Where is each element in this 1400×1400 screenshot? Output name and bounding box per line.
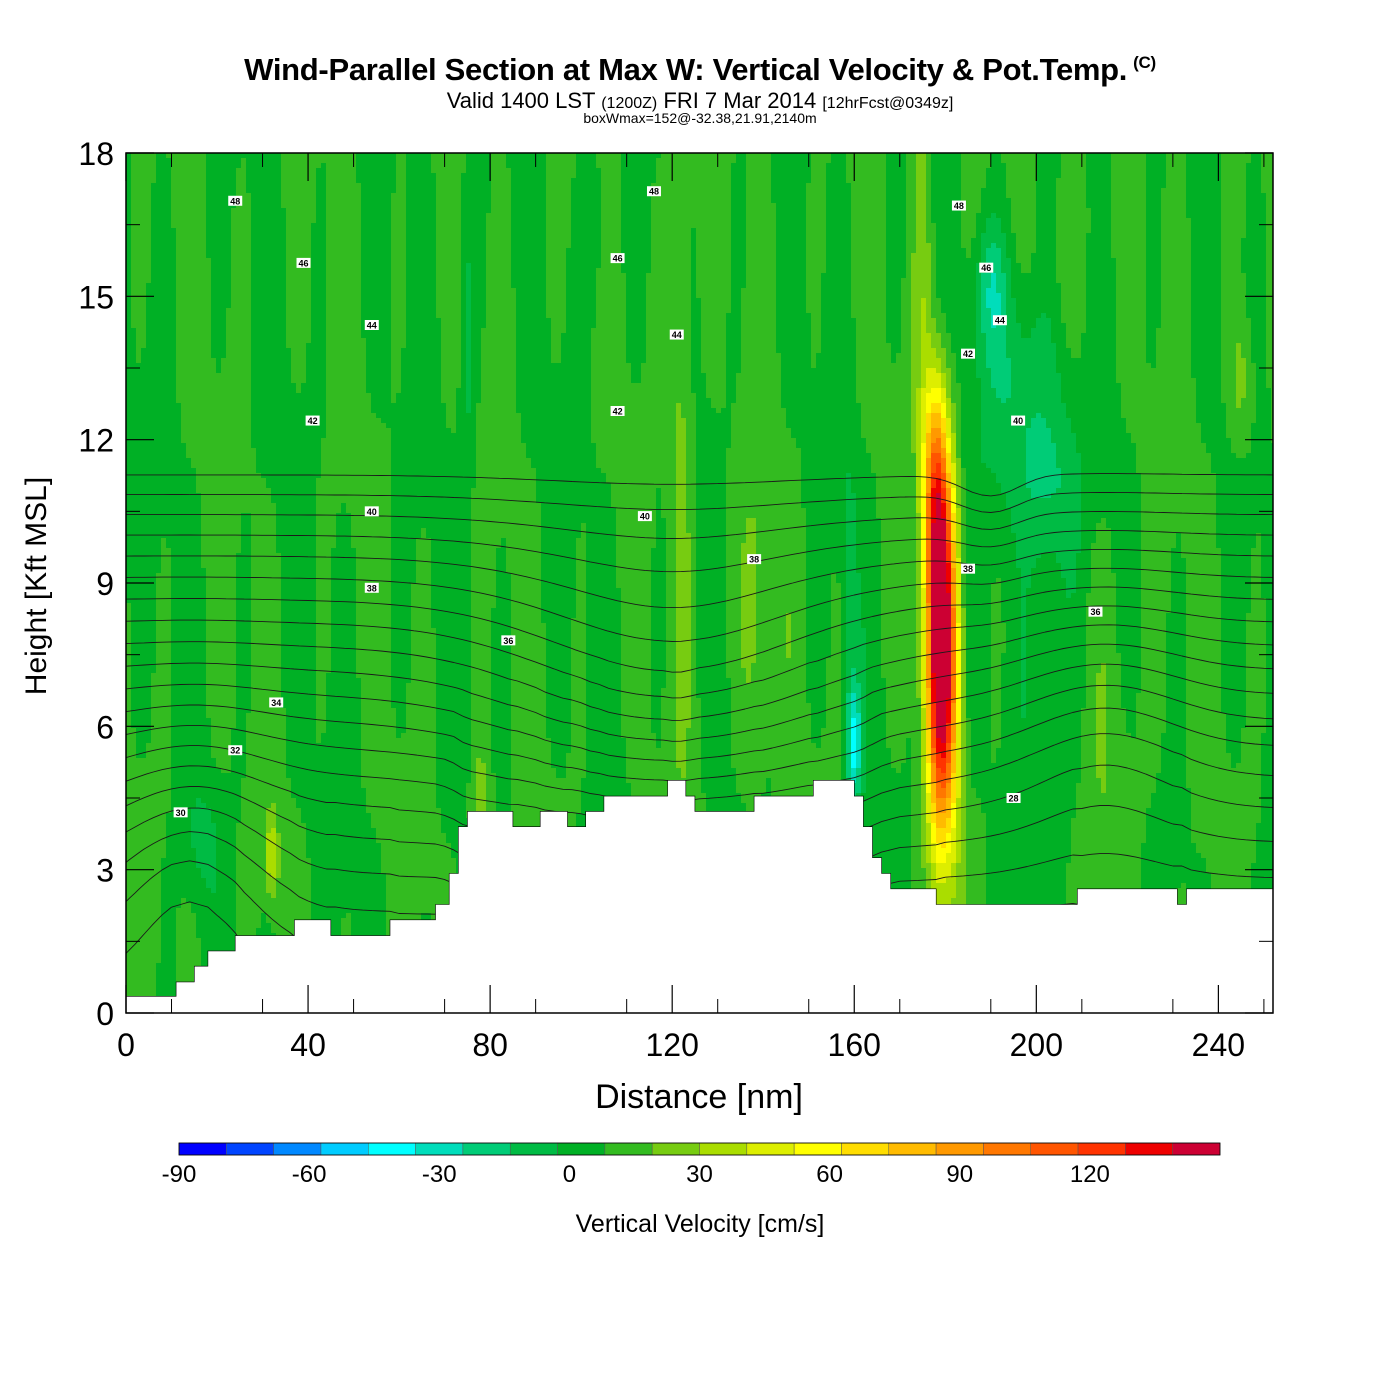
colorbar-swatch xyxy=(274,1143,321,1155)
contour-label: 44 xyxy=(993,315,1007,326)
y-tick-label: 9 xyxy=(96,566,114,602)
colorbar-swatch xyxy=(1078,1143,1125,1155)
colorbar-swatch xyxy=(983,1143,1030,1155)
contour-label: 32 xyxy=(228,745,242,756)
contour-label-text: 28 xyxy=(1009,794,1019,804)
contour-label-text: 36 xyxy=(1090,607,1100,617)
contour-label: 40 xyxy=(365,506,379,516)
colorbar-swatch xyxy=(700,1143,747,1155)
colorbar-swatch xyxy=(605,1143,652,1155)
contour-label-text: 40 xyxy=(640,512,650,522)
colorbar-tick-label: 120 xyxy=(1070,1161,1110,1188)
contour-label-text: 38 xyxy=(963,564,973,574)
contour-label: 44 xyxy=(670,330,684,341)
colorbar-swatch xyxy=(889,1143,936,1155)
colorbar-swatch xyxy=(368,1143,415,1155)
colorbar-swatch xyxy=(179,1143,226,1155)
contour-label-text: 30 xyxy=(176,808,186,818)
colorbar-swatch xyxy=(416,1143,463,1155)
x-tick-label: 80 xyxy=(472,1027,508,1063)
y-tick-label: 12 xyxy=(78,423,114,459)
contour-label: 42 xyxy=(611,406,625,417)
contour-label: 42 xyxy=(306,416,320,427)
y-tick-label: 18 xyxy=(78,136,114,172)
contour-label-text: 36 xyxy=(503,636,513,646)
cross-section-chart: 30323436383838362840 404042424244444446 46… xyxy=(0,0,1400,1400)
contour-label-text: 42 xyxy=(308,416,318,426)
contour-label-text: 40 xyxy=(367,507,377,517)
contour-label-text: 44 xyxy=(995,316,1005,326)
colorbar-swatch xyxy=(510,1143,557,1155)
colorbar-swatch xyxy=(652,1143,699,1155)
contour-label: 40 xyxy=(1011,416,1025,427)
contour-label: 46 xyxy=(297,258,311,269)
colorbar-tick-label: -60 xyxy=(292,1161,327,1188)
contour-label: 36 xyxy=(1088,607,1102,618)
contour-label-text: 42 xyxy=(963,349,973,359)
contour-label: 36 xyxy=(501,635,515,646)
x-tick-label: 200 xyxy=(1010,1027,1063,1063)
contour-label: 34 xyxy=(269,697,283,708)
x-axis-label: Distance [nm] xyxy=(595,1078,803,1116)
colorbar-swatch xyxy=(558,1143,605,1155)
contour-label-text: 46 xyxy=(299,258,309,268)
colorbar-label: Vertical Velocity [cm/s] xyxy=(576,1210,825,1238)
x-tick-label: 0 xyxy=(117,1027,135,1063)
x-tick-label: 40 xyxy=(290,1027,326,1063)
y-axis-label: Height [Kft MSL] xyxy=(20,477,53,695)
colorbar-swatch xyxy=(1031,1143,1078,1155)
contour-label: 38 xyxy=(747,554,761,565)
contour-label-text: 32 xyxy=(230,746,240,756)
contour-label-text: 38 xyxy=(749,555,759,565)
colorbar: -90 -60 -30 0 30 60 90 120 xyxy=(162,1143,1220,1188)
colorbar-swatch xyxy=(321,1143,368,1155)
colorbar-swatch xyxy=(1125,1143,1172,1155)
contour-label-text: 48 xyxy=(230,196,240,206)
colorbar-tick-label: 60 xyxy=(816,1161,843,1188)
contour-label: 28 xyxy=(1007,793,1021,804)
contour-label-text: 44 xyxy=(367,321,377,331)
colorbar-swatch xyxy=(226,1143,273,1155)
contour-label: 38 xyxy=(961,564,975,575)
colorbar-swatch xyxy=(747,1143,794,1155)
colorbar-tick-label: 0 xyxy=(563,1161,576,1188)
contour-label: 46 xyxy=(611,253,625,264)
contour-label: 48 xyxy=(647,186,661,197)
colorbar-swatch xyxy=(1173,1143,1220,1155)
x-tick-label: 240 xyxy=(1192,1027,1245,1063)
contour-label-text: 42 xyxy=(613,407,623,417)
colorbar-swatch xyxy=(936,1143,983,1155)
contour-label-text: 38 xyxy=(367,583,377,593)
contour-label: 48 xyxy=(228,196,242,207)
contour-label: 30 xyxy=(174,807,188,818)
colorbar-tick-label: 90 xyxy=(946,1161,973,1188)
colorbar-tick-label: -90 xyxy=(162,1161,197,1188)
contour-label: 42 xyxy=(961,349,975,360)
contour-label-text: 46 xyxy=(981,263,991,273)
y-tick-label: 6 xyxy=(96,709,114,745)
colorbar-tick-label: 30 xyxy=(686,1161,713,1188)
colorbar-tick-label: -30 xyxy=(422,1161,457,1188)
contour-label-text: 48 xyxy=(954,201,964,211)
contour-label: 44 xyxy=(365,320,379,331)
contour-label: 38 xyxy=(365,583,379,594)
colorbar-swatch xyxy=(841,1143,888,1155)
contour-label-text: 48 xyxy=(649,187,659,197)
y-tick-label: 15 xyxy=(78,279,114,315)
contour-label: 40 xyxy=(638,511,652,521)
colorbar-swatch xyxy=(463,1143,510,1155)
contour-label-text: 46 xyxy=(613,254,623,264)
contour-label-text: 34 xyxy=(271,698,281,708)
y-tick-label: 0 xyxy=(96,996,114,1032)
y-tick-label: 3 xyxy=(96,853,114,889)
x-tick-label: 120 xyxy=(645,1027,698,1063)
contour-label: 48 xyxy=(952,201,966,212)
colorbar-swatch xyxy=(794,1143,841,1155)
x-tick-label: 160 xyxy=(828,1027,881,1063)
contour-label-text: 40 xyxy=(1013,416,1023,426)
contour-label-text: 44 xyxy=(672,330,682,340)
contour-label: 46 xyxy=(979,263,993,274)
